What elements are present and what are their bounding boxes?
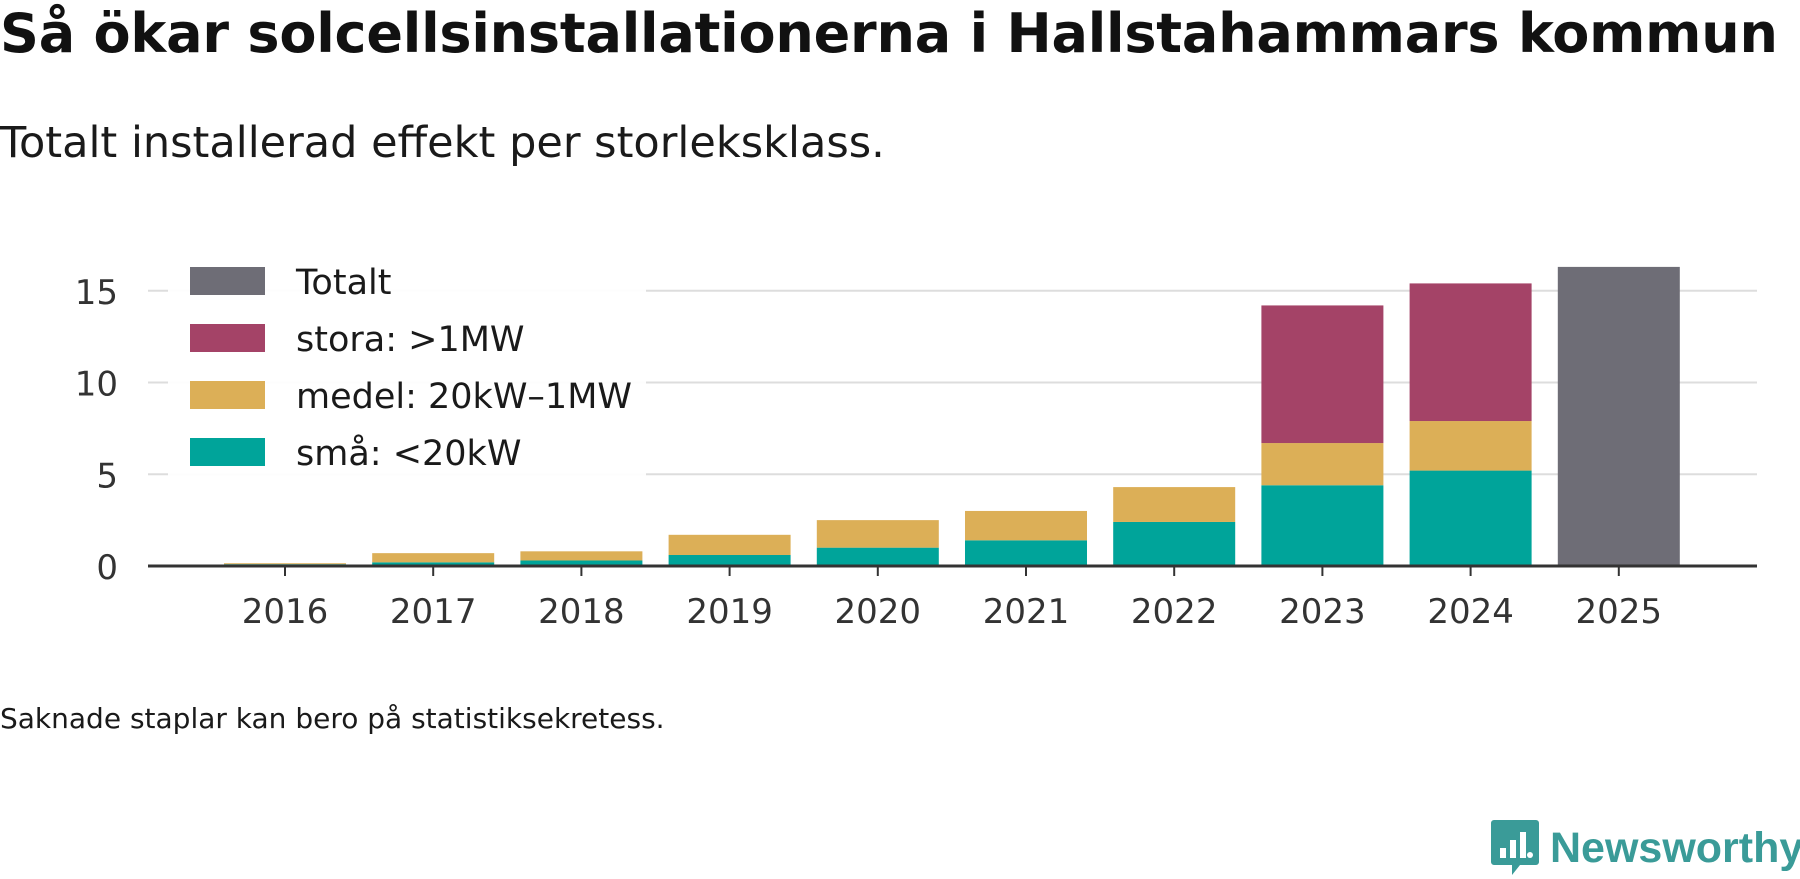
legend-label: små: <20kW bbox=[296, 433, 521, 474]
x-tick-label: 2019 bbox=[686, 592, 773, 632]
bar-small-2022 bbox=[1113, 521, 1236, 566]
bar-medium-2019 bbox=[668, 534, 791, 555]
bar-medium-2016 bbox=[224, 563, 346, 565]
bar-medium-2023 bbox=[1261, 443, 1384, 486]
bar-small-2021 bbox=[965, 540, 1087, 566]
legend-swatch-medium bbox=[190, 381, 265, 409]
bar-large-2024 bbox=[1409, 283, 1532, 422]
legend-swatch-large bbox=[190, 324, 265, 352]
y-tick-label: 15 bbox=[75, 273, 118, 313]
legend-swatch-small bbox=[190, 438, 265, 466]
x-tick-label: 2017 bbox=[390, 592, 477, 632]
legend-swatch-total bbox=[190, 267, 265, 295]
legend-label: stora: >1MW bbox=[296, 320, 525, 360]
y-axis: 0 5 10 15 bbox=[75, 273, 118, 588]
bar-small-2017 bbox=[372, 562, 495, 566]
bar-large-2023 bbox=[1261, 305, 1384, 444]
newsworthy-logo-icon bbox=[1491, 820, 1539, 875]
legend-label: medel: 20kW–1MW bbox=[296, 377, 632, 417]
bar-medium-2021 bbox=[965, 510, 1087, 541]
x-axis bbox=[148, 564, 1757, 576]
legend-label: Totalt bbox=[295, 263, 391, 303]
bar-medium-2024 bbox=[1409, 421, 1532, 471]
legend: Totalt stora: >1MW medel: 20kW–1MW små: <20… bbox=[168, 254, 646, 478]
x-tick-label: 2024 bbox=[1427, 592, 1514, 632]
x-tick-label: 2022 bbox=[1131, 592, 1218, 632]
chart-subtitle: Totalt installerad effekt per storlekskl… bbox=[0, 118, 885, 168]
bar-small-2019 bbox=[668, 554, 791, 566]
bar-small-2024 bbox=[1409, 470, 1532, 566]
bar-small-2023 bbox=[1261, 485, 1384, 566]
x-tick-label: 2016 bbox=[242, 592, 329, 632]
bar-small-2020 bbox=[816, 547, 939, 566]
brand-name: Newsworthy bbox=[1550, 823, 1800, 872]
chart-title: Så ökar solcellsinstallationerna i Halls… bbox=[0, 2, 1778, 65]
bars bbox=[224, 266, 1680, 566]
y-tick-label: 10 bbox=[75, 365, 118, 405]
bar-medium-2020 bbox=[816, 520, 939, 548]
bar-medium-2017 bbox=[372, 553, 495, 563]
x-tick-label: 2020 bbox=[835, 592, 922, 632]
x-tick-label: 2018 bbox=[538, 592, 625, 632]
x-tick-label: 2023 bbox=[1279, 592, 1366, 632]
bar-medium-2022 bbox=[1113, 487, 1236, 522]
footnote: Saknade staplar kan bero på statistiksek… bbox=[0, 702, 665, 735]
x-tick-labels: 2016 2017 2018 2019 2020 2021 2022 2023 2024 2025 bbox=[242, 592, 1662, 632]
bar-medium-2018 bbox=[520, 551, 643, 561]
x-tick-label: 2021 bbox=[983, 592, 1070, 632]
x-tick-label: 2025 bbox=[1576, 592, 1663, 632]
newsworthy-logo[interactable]: Newsworthy bbox=[1490, 818, 1800, 878]
y-tick-label: 5 bbox=[96, 456, 118, 496]
bar-total-2025 bbox=[1557, 266, 1680, 566]
bar-small-2018 bbox=[520, 560, 643, 566]
y-tick-label: 0 bbox=[96, 548, 118, 588]
